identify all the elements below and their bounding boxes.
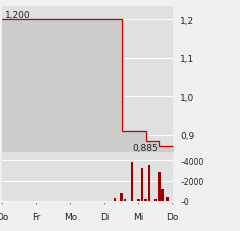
Bar — [141, 169, 144, 201]
Bar — [154, 199, 157, 201]
Text: Do: Do — [0, 212, 9, 221]
Bar — [144, 199, 147, 201]
Bar — [161, 189, 164, 201]
Text: 0,885: 0,885 — [133, 144, 158, 153]
Bar — [137, 199, 140, 201]
Text: Do: Do — [167, 212, 179, 221]
Bar — [166, 197, 169, 201]
Bar — [124, 199, 126, 201]
Text: Fr: Fr — [32, 212, 41, 221]
Text: Di: Di — [100, 212, 109, 221]
Text: Mo: Mo — [64, 212, 77, 221]
Bar — [131, 163, 133, 201]
Bar — [148, 166, 150, 201]
Bar — [120, 193, 123, 201]
Text: 1,200: 1,200 — [5, 11, 30, 20]
Bar — [158, 173, 161, 201]
Bar — [114, 198, 116, 201]
Text: Mi: Mi — [133, 212, 144, 221]
